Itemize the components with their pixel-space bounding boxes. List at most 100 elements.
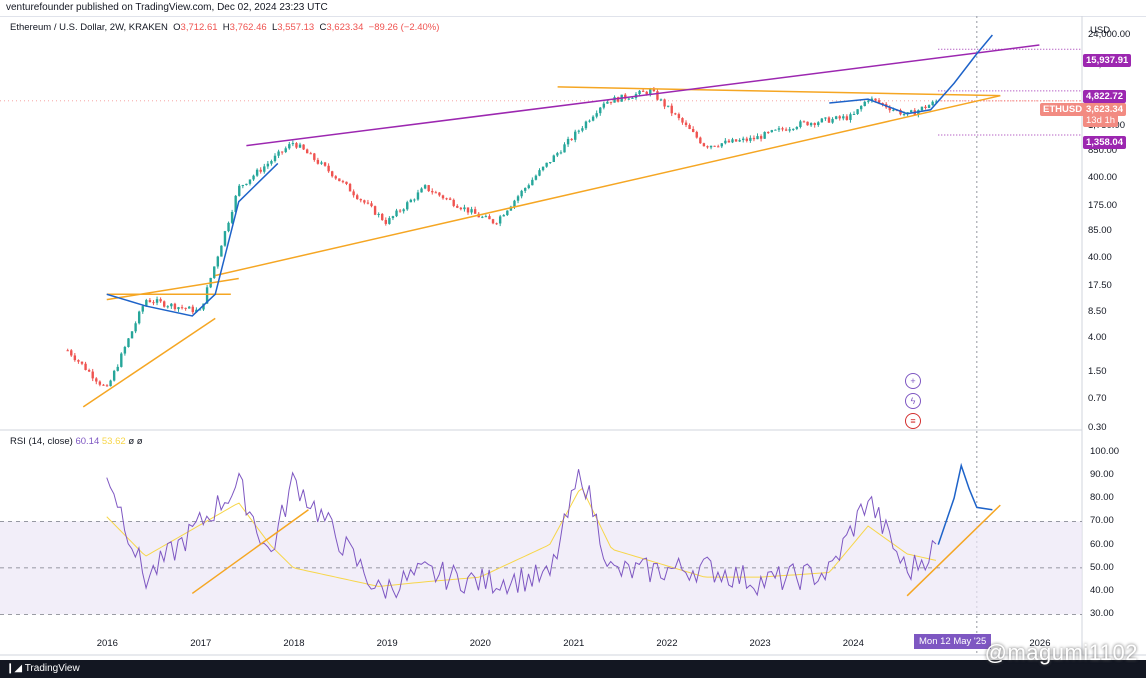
- candle-body: [77, 360, 80, 362]
- candle-body: [313, 153, 316, 160]
- candle-body: [591, 116, 595, 121]
- price-tick-label: 17.50: [1088, 280, 1112, 292]
- candle-body: [595, 113, 598, 117]
- candle-body: [120, 353, 123, 367]
- macro-support-line: [215, 94, 1001, 277]
- candle-body: [849, 114, 852, 120]
- candle-body: [681, 118, 684, 123]
- candle-body: [191, 306, 194, 313]
- candle-body: [774, 129, 777, 131]
- candle-body: [888, 107, 891, 111]
- candle-body: [356, 195, 359, 200]
- candle-body: [827, 117, 831, 123]
- candle-body: [434, 192, 438, 194]
- rsi-trendline-2025: [906, 504, 1001, 597]
- candle-body: [384, 219, 387, 224]
- time-axis-label: 2026: [1029, 638, 1051, 649]
- candle-body: [870, 98, 874, 101]
- candle-body: [402, 209, 405, 212]
- candle-body: [466, 207, 470, 213]
- candle-body: [631, 97, 634, 99]
- candle-body: [370, 203, 373, 207]
- rsi-line: [106, 469, 937, 599]
- footer-bar: ❙◢ TradingView @magumi1102: [0, 642, 1146, 678]
- candle-body: [802, 121, 806, 123]
- candle-body: [656, 91, 659, 100]
- candle-body: [742, 138, 745, 141]
- close-label: C: [319, 22, 327, 33]
- candle-body: [856, 109, 859, 114]
- candle-body: [763, 132, 766, 139]
- tradingview-logo[interactable]: ❙◢ TradingView: [6, 660, 80, 678]
- open-value: 3,712.61: [180, 22, 218, 33]
- candle-body: [180, 307, 184, 309]
- candle-body: [927, 105, 931, 109]
- candle-body: [599, 107, 602, 114]
- candle-body: [688, 125, 691, 130]
- currency-label[interactable]: USD: [1090, 25, 1111, 36]
- candle-body: [445, 198, 448, 200]
- candle-body: [127, 338, 130, 347]
- price-legend[interactable]: Ethereum / U.S. Dollar, 2W, KRAKEN O3,71…: [10, 22, 439, 33]
- candle-body: [316, 159, 320, 164]
- candle-body: [270, 161, 273, 164]
- candle-body: [852, 113, 856, 115]
- candle-body: [523, 188, 527, 191]
- candle-body: [731, 139, 734, 143]
- candle-body: [720, 143, 723, 147]
- candle-body: [288, 144, 291, 149]
- candle-body: [366, 202, 370, 204]
- candle-body: [216, 256, 220, 267]
- candle-body: [420, 188, 423, 193]
- candle-body: [624, 94, 627, 99]
- resistance-tag: 4,822.72: [1083, 90, 1126, 103]
- candle-body: [602, 103, 606, 108]
- candle-body: [116, 366, 119, 371]
- candle-body: [641, 90, 645, 92]
- candle-body: [684, 122, 688, 126]
- time-axis-label: 2021: [563, 638, 585, 649]
- close-value: 3,623.34: [326, 22, 364, 33]
- candle-body: [516, 196, 520, 201]
- price-tick-label: 1.50: [1088, 365, 1107, 377]
- candle-body: [920, 106, 924, 111]
- candle-body: [184, 307, 187, 309]
- candle-body: [527, 185, 530, 189]
- rsi-tick-label: 90.00: [1090, 468, 1114, 480]
- candle-body: [559, 152, 563, 154]
- candle-body: [691, 129, 695, 132]
- candle-body: [577, 130, 581, 132]
- rsi-tick-label: 70.00: [1090, 515, 1114, 527]
- flag-us-icon[interactable]: ≡: [905, 413, 921, 429]
- candle-body: [473, 209, 477, 214]
- candle-body: [123, 346, 127, 354]
- publisher-bar: venturefounder published on TradingView.…: [0, 0, 1146, 17]
- candle-body: [345, 181, 348, 184]
- candle-body: [531, 179, 534, 186]
- macro-resistance-line: [557, 86, 1001, 97]
- candle-body: [663, 99, 666, 107]
- rsi-tick-label: 50.00: [1090, 561, 1114, 573]
- candle-body: [234, 195, 237, 212]
- rsi-tick-label: 40.00: [1090, 585, 1114, 597]
- candle-body: [570, 138, 573, 140]
- candle-body: [452, 199, 455, 206]
- time-axis-label: 2024: [842, 638, 864, 649]
- candle-body: [238, 185, 241, 196]
- candle-body: [377, 213, 380, 215]
- candle-body: [448, 198, 452, 200]
- upper-channel-tag: 15,937.91: [1083, 54, 1132, 67]
- add-icon[interactable]: +: [905, 373, 921, 389]
- candle-body: [584, 121, 588, 129]
- candle-body: [98, 381, 102, 385]
- last-price-tag: 3,623.34: [1083, 103, 1126, 116]
- rsi-legend[interactable]: RSI (14, close) 60.14 53.62 ø ø: [10, 436, 143, 447]
- time-axis-label: 2019: [376, 638, 398, 649]
- candle-body: [173, 303, 177, 310]
- candle-body: [291, 143, 295, 145]
- candle-body: [280, 151, 284, 153]
- lightning-icon[interactable]: ϟ: [905, 393, 921, 409]
- candle-body: [80, 361, 84, 364]
